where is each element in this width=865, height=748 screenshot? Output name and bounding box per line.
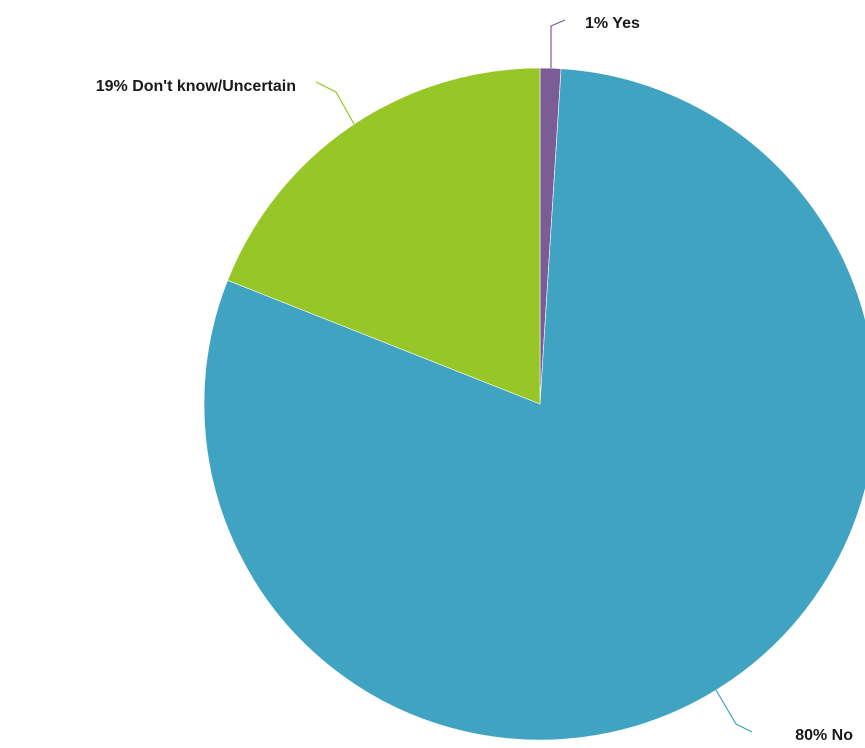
slice-labels: 1% Yes 80% No 19% Don't know/Uncertain xyxy=(96,15,854,744)
slice-label-2: 19% Don't know/Uncertain xyxy=(96,78,296,95)
slice-label-0: 1% Yes xyxy=(585,15,640,32)
pie-slices xyxy=(203,67,865,741)
leader-lines xyxy=(315,19,753,733)
leader-line-0 xyxy=(550,19,566,68)
pie-slice-2 xyxy=(227,67,541,405)
pie-slice-1 xyxy=(203,68,865,741)
leader-line-1 xyxy=(715,689,753,733)
slice-label-1: 80% No xyxy=(795,727,853,744)
leader-line-2 xyxy=(315,81,355,125)
